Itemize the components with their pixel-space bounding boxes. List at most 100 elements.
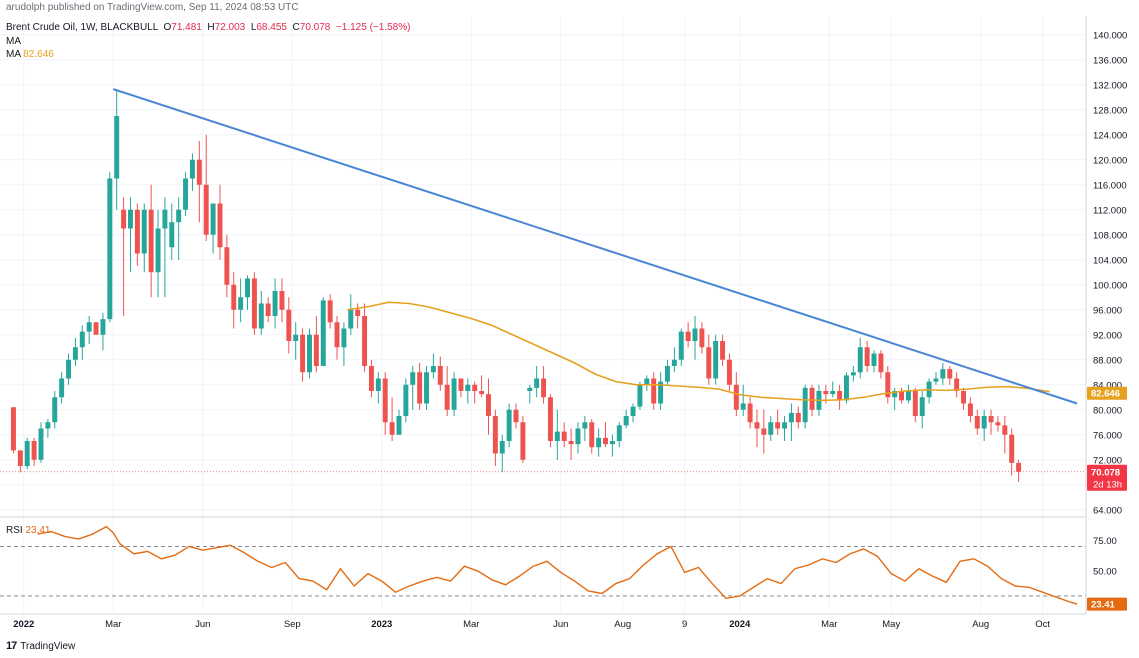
y-tick-label: 84.000 [1093,380,1122,391]
candle-body [52,397,58,423]
footer-brand-label: TradingView [20,640,76,652]
y-tick-label: 128.000 [1093,105,1127,116]
y-tick-label: 104.000 [1093,255,1127,266]
candle-body [665,366,670,382]
candle-body [527,387,533,391]
candle-body [196,159,202,185]
symbol-legend: Brent Crude Oil, 1W, BLACKBULL O71.481 H… [6,22,410,33]
candle-body [45,422,51,429]
rsi-y-tick-label: 50.00 [1093,567,1117,578]
ma1-legend[interactable]: MA [6,36,21,47]
rsi-label: RSI [6,525,23,536]
y-tick-label: 72.000 [1093,455,1122,466]
candle-body [988,416,994,423]
y-tick-label: 124.000 [1093,130,1127,141]
candle-body [410,372,416,385]
candle-body [107,178,113,320]
y-tick-label: 112.000 [1093,205,1127,216]
candle-body [954,378,960,391]
candle-body [582,422,588,429]
candle-body [31,441,37,460]
candle-body [217,203,223,248]
rsi-value-tag-bg [1087,597,1127,611]
candle-body [258,303,264,329]
candle-body [974,416,980,429]
candle-body [967,403,973,416]
candle-body [479,391,485,395]
x-tick-label: Mar [821,619,837,630]
candle-body [389,422,395,435]
candle-body [72,347,78,360]
x-tick-label: Jun [195,619,210,630]
candle-body [362,316,368,366]
change-value: −1.125 (−1.58%) [335,22,411,33]
x-tick-label: Oct [1035,619,1050,630]
low-label: L [250,22,257,33]
candle-body [651,378,657,404]
candle-body [706,347,712,379]
candle-body [1016,462,1022,472]
candle-body [513,409,519,423]
candle-body [189,159,195,179]
candle-body [905,391,911,401]
candle-body [616,425,622,441]
candle-body [623,416,629,426]
candle-body [761,428,767,435]
publisher-line: arudolph published on TradingView.com, S… [6,2,299,13]
rsi-y-tick-label: 75.00 [1093,536,1117,547]
candle-body [210,203,216,235]
candle-body [430,366,436,373]
candle-body [286,309,292,341]
candle-body [568,441,574,445]
x-tick-label: 9 [682,619,687,630]
x-tick-label: Mar [105,619,121,630]
y-tick-label: 132.000 [1093,80,1127,91]
rsi-value-tag: 23.41 [1091,600,1115,611]
ma2-legend[interactable]: MA 82.646 [6,49,54,60]
candle-body [857,347,863,373]
candle-body [995,422,1001,426]
footer-brand[interactable]: 17 TradingView [6,640,75,652]
candle-body [933,378,939,382]
ma1-label: MA [6,36,21,47]
price-grid [0,16,1086,612]
last-price-tag: 70.078 [1091,467,1120,478]
candle-body [417,372,423,404]
candle-body [678,331,684,360]
rsi-legend[interactable]: RSI 23.41 [6,525,50,536]
candle-body [245,278,250,298]
candle-body [637,384,643,407]
x-tick-label: 2024 [729,619,751,630]
candle-body [658,381,664,404]
moving-average-line [347,301,1050,402]
close-value: 70.078 [299,22,331,33]
candle-body [472,384,478,391]
candle-body [802,387,808,423]
y-tick-label: 92.000 [1093,330,1122,341]
candle-body [24,441,30,466]
candle-body [86,322,92,332]
candle-body [492,416,498,454]
candle-body [183,178,189,210]
candle-body [775,422,781,429]
candle-body [17,450,23,466]
candle-body [644,378,650,385]
candle-body [506,409,512,441]
x-tick-label: Sep [284,619,301,630]
open-value: 71.481 [171,22,202,33]
candle-body [396,416,402,435]
candle-body [912,391,918,416]
candle-body [403,384,409,416]
open-label: O [163,22,172,33]
candle-body [265,303,271,316]
candle-body [844,375,849,401]
candle-body [864,347,870,366]
candle-body [589,422,595,448]
candle-body [66,359,71,379]
candle-body [134,209,140,254]
candle-body [878,353,884,373]
x-tick-label: Aug [972,619,989,630]
x-tick-label: 2023 [371,619,392,630]
candle-body [809,387,815,410]
